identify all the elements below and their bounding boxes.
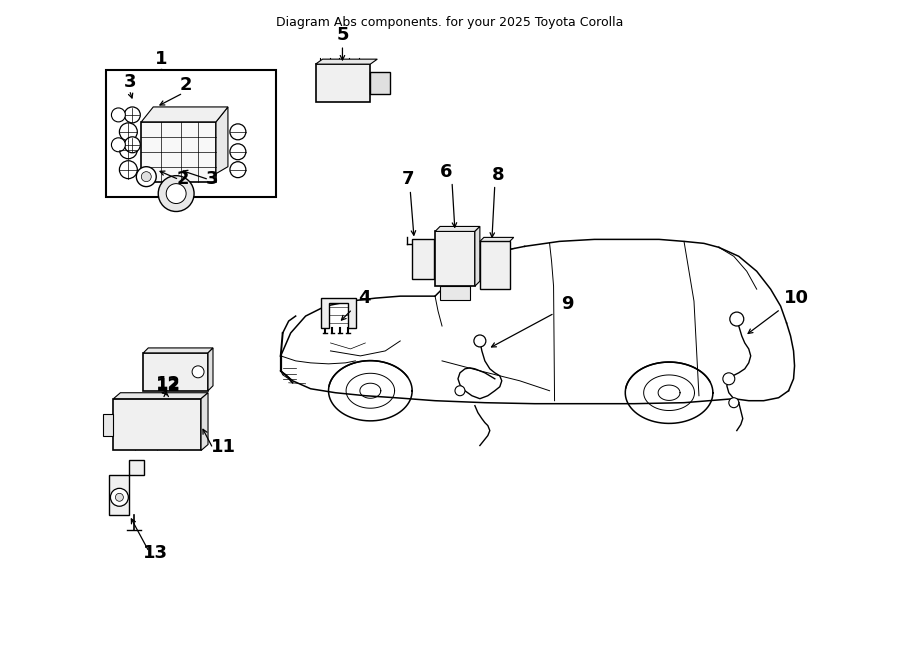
- Circle shape: [112, 137, 125, 152]
- Bar: [316, 64, 370, 102]
- Text: 12: 12: [157, 377, 181, 395]
- Text: 10: 10: [784, 289, 808, 307]
- Circle shape: [112, 108, 125, 122]
- Circle shape: [723, 373, 734, 385]
- Text: 3: 3: [123, 73, 136, 91]
- Polygon shape: [480, 237, 514, 241]
- Text: Diagram Abs components. for your 2025 Toyota Corolla: Diagram Abs components. for your 2025 To…: [276, 17, 624, 29]
- Circle shape: [136, 167, 157, 186]
- Text: 1: 1: [155, 50, 167, 68]
- Polygon shape: [104, 414, 113, 436]
- Circle shape: [111, 488, 129, 506]
- Polygon shape: [110, 461, 144, 515]
- Circle shape: [729, 398, 739, 408]
- Text: 5: 5: [337, 26, 348, 44]
- Circle shape: [120, 161, 138, 178]
- Polygon shape: [435, 227, 480, 231]
- Circle shape: [115, 493, 123, 501]
- Polygon shape: [143, 348, 213, 353]
- Polygon shape: [201, 393, 208, 451]
- Text: 4: 4: [358, 289, 371, 307]
- Polygon shape: [113, 393, 208, 399]
- Circle shape: [141, 172, 151, 182]
- Circle shape: [455, 386, 465, 396]
- Text: 3: 3: [206, 170, 219, 188]
- Circle shape: [230, 124, 246, 140]
- Circle shape: [474, 335, 486, 347]
- Bar: [435, 231, 475, 286]
- Polygon shape: [141, 107, 228, 122]
- Polygon shape: [475, 227, 480, 286]
- Circle shape: [166, 184, 186, 204]
- Bar: [440, 286, 470, 300]
- Circle shape: [158, 176, 194, 212]
- Circle shape: [230, 162, 246, 178]
- Polygon shape: [208, 348, 213, 391]
- Polygon shape: [316, 59, 377, 64]
- Bar: [143, 353, 208, 391]
- Text: 13: 13: [143, 544, 168, 562]
- Bar: [412, 239, 434, 279]
- Circle shape: [230, 144, 246, 160]
- Bar: [113, 399, 201, 451]
- Circle shape: [124, 137, 140, 153]
- Circle shape: [730, 312, 743, 326]
- Circle shape: [120, 123, 138, 141]
- Bar: [480, 241, 509, 289]
- Text: 8: 8: [491, 166, 504, 184]
- Polygon shape: [216, 107, 228, 174]
- Text: 7: 7: [402, 170, 415, 188]
- Circle shape: [192, 366, 204, 378]
- Text: 2: 2: [179, 76, 192, 94]
- Text: 9: 9: [562, 295, 574, 313]
- Text: 6: 6: [440, 163, 453, 180]
- Bar: [141, 122, 216, 182]
- Text: 2: 2: [176, 170, 189, 188]
- Text: 11: 11: [211, 438, 236, 457]
- Bar: [106, 70, 275, 196]
- Bar: [370, 72, 391, 94]
- Circle shape: [120, 141, 138, 159]
- Circle shape: [124, 107, 140, 123]
- Text: 12: 12: [157, 375, 181, 393]
- Polygon shape: [320, 298, 356, 328]
